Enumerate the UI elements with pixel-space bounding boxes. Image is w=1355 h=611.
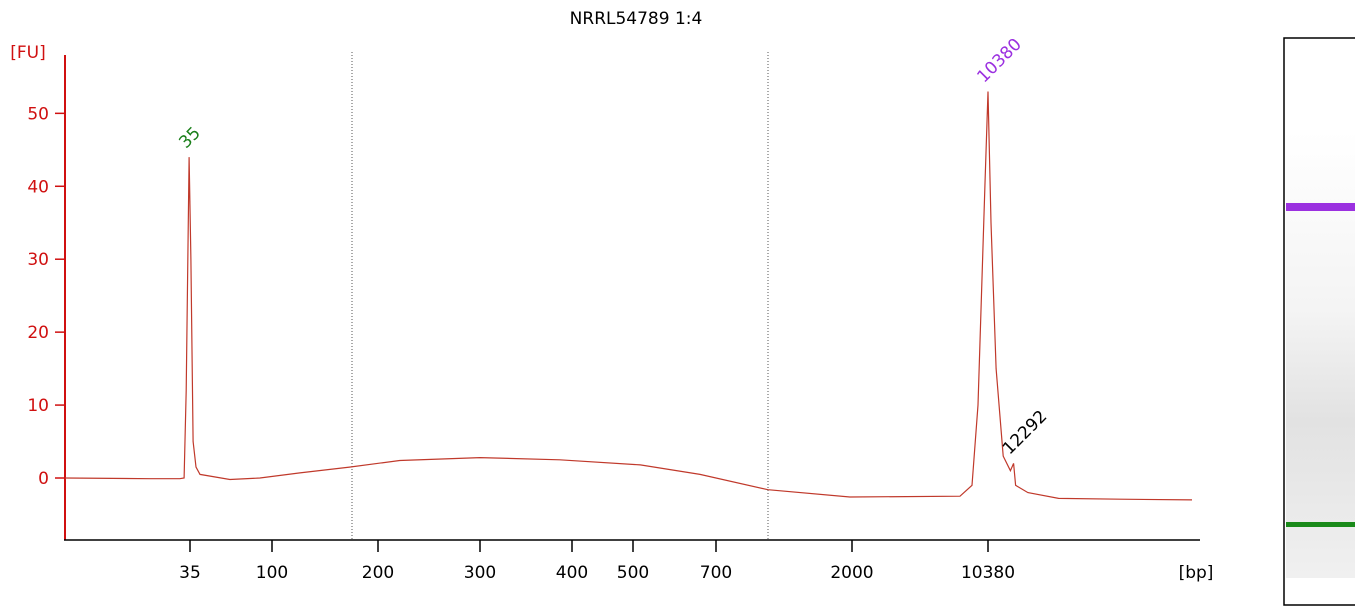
x-tick-label: 300 (464, 563, 496, 583)
x-tick-label: 200 (362, 563, 394, 583)
y-tick-label: 20 (27, 323, 49, 343)
peak-label: 35 (175, 123, 204, 152)
y-tick-label: 0 (38, 469, 49, 489)
x-tick-label: 35 (179, 563, 201, 583)
y-axis-label: [FU] (10, 43, 46, 63)
gel-lane (1286, 130, 1355, 578)
chart-title: NRRL54789 1:4 (570, 9, 703, 29)
x-tick-label: 400 (556, 563, 588, 583)
peak-label: 10380 (973, 35, 1025, 87)
x-tick-label: 10380 (961, 563, 1015, 583)
y-tick-label: 40 (27, 177, 49, 197)
x-tick-label: 2000 (830, 563, 873, 583)
trace (64, 91, 1193, 501)
x-axis-label: [bp] (1179, 563, 1214, 583)
gel-band (1286, 522, 1355, 527)
x-tick-label: 500 (617, 563, 649, 583)
y-tick-label: 30 (27, 250, 49, 270)
gel-band (1286, 203, 1355, 211)
y-tick-label: 10 (27, 396, 49, 416)
peak-label: 12292 (999, 407, 1051, 459)
y-tick-label: 50 (27, 104, 49, 124)
x-tick-label: 700 (700, 563, 732, 583)
x-tick-label: 100 (256, 563, 288, 583)
